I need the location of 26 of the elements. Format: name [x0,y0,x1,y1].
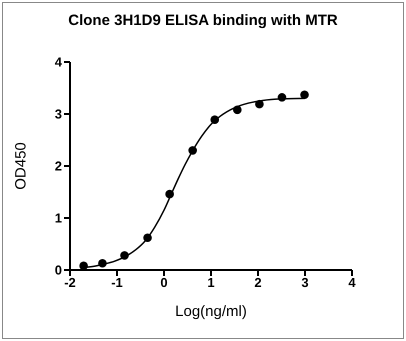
x-tick-label: 4 [348,275,356,290]
point [210,115,220,124]
x-axis-title: Log(ng/ml) [175,303,247,320]
point [255,100,264,108]
point [120,251,129,260]
x-tick-label: 0 [160,275,168,290]
point [188,146,197,155]
x-tick-label: -2 [64,275,76,290]
point [233,106,242,114]
y-tick-label: 1 [54,210,62,226]
y-tick-label: 0 [54,262,62,278]
x-tick-label: -1 [111,275,123,290]
y-tick-label: 3 [54,106,62,122]
y-tick-label: 4 [54,54,63,70]
chart-title: Clone 3H1D9 ELISA binding with MTR [67,12,339,29]
point [300,90,309,100]
point [98,258,107,268]
point [79,262,88,270]
point [143,233,152,242]
y-tick-label: 2 [54,158,62,174]
x-tick-label: 2 [254,275,262,290]
y-axis-title: OD450 [12,142,30,190]
x-tick-label: 1 [207,275,215,290]
x-tick-label: 3 [301,275,309,290]
point [165,190,174,198]
point [278,93,286,102]
